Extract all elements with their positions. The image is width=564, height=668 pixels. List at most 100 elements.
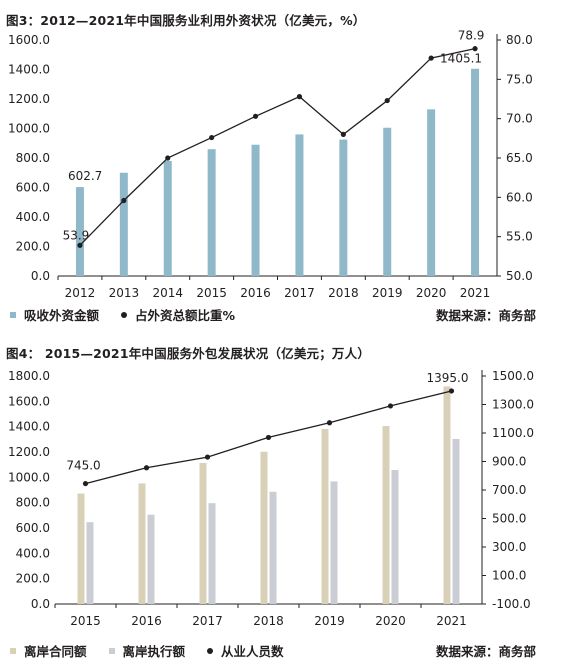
fig3-xtick-label: 2014 xyxy=(152,286,183,300)
fig3-label-bar-last: 1405.1 xyxy=(440,52,482,66)
legend-bar1-swatch-icon xyxy=(10,647,16,654)
fig4-bar-2 xyxy=(147,514,155,604)
fig3-xtick-label: 2018 xyxy=(328,286,359,300)
fig3-bar-1 xyxy=(119,172,128,276)
fig4-bar-2 xyxy=(208,503,216,604)
fig4-ytick-right: 1500.0 xyxy=(492,369,534,383)
fig3-title: 图3：2012—2021年中国服务业利用外资状况（亿美元，%） xyxy=(6,13,366,28)
fig4-xtick-label: 2017 xyxy=(192,614,223,628)
fig3-ytick-right: 50.0 xyxy=(506,269,533,283)
legend-line2-label: 从业人员数 xyxy=(221,644,284,659)
fig4-ytick-left: 1600.0 xyxy=(8,394,50,408)
fig4-bar-1 xyxy=(77,493,85,604)
fig4-line-point xyxy=(326,420,333,426)
fig4-xtick-label: 2016 xyxy=(131,614,162,628)
fig4-bar-2 xyxy=(391,469,399,604)
fig4-xtick-label: 2021 xyxy=(436,614,467,628)
fig4-ytick-left: 0.0 xyxy=(31,597,50,611)
fig3-bar-1 xyxy=(427,109,436,276)
fig4-ytick-left: 200.0 xyxy=(16,572,50,586)
fig3-ytick-left: 1600.0 xyxy=(8,33,50,47)
fig3-chart: 0.0 200.0 400.0 600.0 800.0 1000.0 1200.0 1400.… xyxy=(8,29,533,300)
fig4-bar-1 xyxy=(260,451,268,604)
fig4-ytick-right: 1100.0 xyxy=(492,426,534,440)
fig4-line-point xyxy=(387,403,394,409)
fig3-label-bar-first: 602.7 xyxy=(68,169,102,183)
fig3-bar-1 xyxy=(383,127,392,276)
legend-line2-item: 从业人员数 xyxy=(207,641,284,660)
fig4-label-line-last: 1395.0 xyxy=(427,371,469,385)
fig4-bar-2 xyxy=(269,491,277,604)
fig3-line-point xyxy=(428,55,434,61)
fig3-bar-1 xyxy=(163,160,172,276)
fig4-ytick-right: 100.0 xyxy=(492,569,526,583)
fig3-ytick-right: 55.0 xyxy=(506,230,533,244)
fig3-ytick-left: 600.0 xyxy=(16,181,50,195)
fig3-ytick-right: 65.0 xyxy=(506,151,533,165)
fig3-line-point xyxy=(77,242,83,248)
legend-bar-item: 吸收外资金额 xyxy=(10,305,99,324)
fig4-ytick-right: 900.0 xyxy=(492,455,526,469)
fig3-xtick-label: 2015 xyxy=(196,286,227,300)
fig3-xtick-label: 2020 xyxy=(416,286,447,300)
legend-line-label: 占外资总额比重% xyxy=(135,308,236,323)
fig3-label-line-first: 53.9 xyxy=(63,228,90,242)
fig4-line-point xyxy=(448,388,455,394)
fig3-ytick-right: 60.0 xyxy=(506,190,533,204)
fig4-chart: 0.0 200.0 400.0 600.0 800.0 1000.0 1200.0 1400.… xyxy=(8,369,534,628)
fig3-line-point xyxy=(296,94,303,100)
fig3-ytick-right: 70.0 xyxy=(506,112,533,126)
fig4-source: 数据来源：商务部 xyxy=(435,644,536,659)
fig4-legend: 离岸合同额 离岸执行额 从业人员数 数据来源：商务部 xyxy=(10,641,536,660)
fig3-label-line-last: 78.9 xyxy=(458,29,485,43)
fig3-bar-1 xyxy=(251,144,260,276)
fig4-xtick-label: 2018 xyxy=(253,614,284,628)
fig4-bar-1 xyxy=(443,386,451,604)
fig3-xtick-label: 2017 xyxy=(284,286,315,300)
fig4-line-point xyxy=(143,465,150,471)
fig3-line-point xyxy=(340,131,346,137)
fig4-ytick-left: 1000.0 xyxy=(8,470,50,484)
fig4-label-line-first: 745.0 xyxy=(66,459,100,473)
fig4-line-point xyxy=(82,480,89,487)
fig3-xtick-label: 2019 xyxy=(372,286,403,300)
fig3-bar-1 xyxy=(295,134,304,276)
fig3-legend: 吸收外资金额 占外资总额比重% 数据来源：商务部 xyxy=(10,305,536,324)
fig3-line-point xyxy=(121,197,127,204)
fig3-xtick-label: 2016 xyxy=(240,286,271,300)
fig3-ytick-right: 80.0 xyxy=(506,33,533,47)
fig3-ytick-right: 75.0 xyxy=(506,72,533,86)
legend-line2-dot-icon xyxy=(207,647,214,654)
legend-line-dot-icon xyxy=(121,311,128,318)
fig3-line-point xyxy=(209,134,215,141)
fig4-bar-1 xyxy=(382,426,390,604)
fig3-line-point xyxy=(384,97,390,104)
fig4-bar-1 xyxy=(138,483,146,604)
fig3-ytick-left: 1200.0 xyxy=(8,92,50,106)
fig3-ytick-left: 1400.0 xyxy=(8,63,50,77)
fig3-ytick-left: 800.0 xyxy=(16,151,50,165)
fig3-line-point xyxy=(165,155,171,161)
fig3-ytick-left: 200.0 xyxy=(16,240,50,254)
fig3-line-point xyxy=(472,46,478,52)
fig3-xtick-label: 2012 xyxy=(65,286,96,300)
fig4-bar-1 xyxy=(321,428,329,604)
fig4-ytick-left: 400.0 xyxy=(16,546,50,560)
legend-bar-label: 吸收外资金额 xyxy=(24,308,100,323)
fig4-ytick-right: 1300.0 xyxy=(492,398,534,412)
legend-bar1-label: 离岸合同额 xyxy=(24,644,87,659)
fig3-ytick-left: 1000.0 xyxy=(8,122,50,136)
fig3-xtick-label: 2021 xyxy=(460,286,491,300)
fig4-bar-2 xyxy=(330,481,338,604)
fig4-ytick-right: 500.0 xyxy=(492,512,526,526)
legend-bar2-label: 离岸执行额 xyxy=(122,644,186,659)
fig4-xtick-label: 2019 xyxy=(314,614,345,628)
legend-bar2-item: 离岸执行额 xyxy=(108,641,186,660)
fig3-xtick-label: 2013 xyxy=(109,286,140,300)
fig4-ytick-left: 1200.0 xyxy=(8,445,50,459)
legend-line-item: 占外资总额比重% xyxy=(121,305,235,324)
fig3-bar-1 xyxy=(339,139,348,276)
fig4-ytick-right: 700.0 xyxy=(492,483,526,497)
fig4-line-point xyxy=(204,454,211,460)
fig4-bar-2 xyxy=(86,522,94,604)
